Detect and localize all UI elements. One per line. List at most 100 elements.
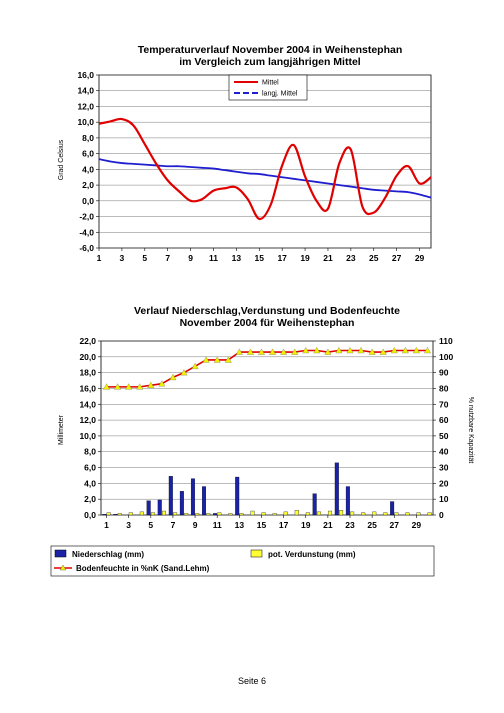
chart2-plot-frame <box>100 340 434 516</box>
marker-bodenfeuchte <box>246 348 254 355</box>
bar-niederschlag <box>235 476 240 516</box>
marker-bodenfeuchte <box>114 383 122 390</box>
bar-verdunstung <box>250 510 255 516</box>
chart2-y-tick-label: 6,0 <box>84 463 96 473</box>
chart2-legend-box <box>50 545 435 577</box>
chart1-x-tick-label: 29 <box>415 253 425 263</box>
chart1-y-tick-label: 12,0 <box>77 101 94 111</box>
bar-verdunstung <box>106 512 111 516</box>
chart1-y-axis-label: Grad Celsius <box>58 139 65 180</box>
chart2-x-tick-label: 27 <box>390 520 400 530</box>
bar-verdunstung <box>372 511 377 516</box>
chart2-y2-tick-label: 20 <box>439 478 449 488</box>
chart1-title: Temperaturverlauf November 2004 in Weihe… <box>138 44 403 56</box>
chart2-x-tick-label: 25 <box>367 520 377 530</box>
chart2-x-tick-label: 17 <box>279 520 289 530</box>
bar-verdunstung <box>361 512 366 516</box>
marker-bodenfeuchte <box>379 348 387 355</box>
chart2-y2-tick-label: 110 <box>439 336 453 346</box>
bar-niederschlag <box>202 486 206 516</box>
marker-bodenfeuchte <box>169 373 177 381</box>
chart1-x-tick-label: 5 <box>142 253 147 263</box>
legend-marker-bodenfeuchte <box>59 564 67 571</box>
marker-bodenfeuchte <box>103 383 110 390</box>
bar-verdunstung <box>427 512 432 516</box>
temperature-chart: Temperaturverlauf November 2004 in Weihe… <box>58 44 432 263</box>
chart1-y-tick-label: -4,0 <box>79 227 94 237</box>
bar-verdunstung <box>405 512 410 516</box>
bar-niederschlag <box>157 499 162 516</box>
bar-verdunstung <box>316 511 321 516</box>
legend-label-mittel: Mittel <box>262 80 279 87</box>
chart2-x-tick-label: 11 <box>213 520 222 530</box>
chart1-x-tick-label: 21 <box>323 253 333 263</box>
bar-niederschlag <box>190 478 195 516</box>
bar-verdunstung <box>339 510 344 516</box>
bar-verdunstung <box>239 513 244 516</box>
chart2-y2-tick-label: 90 <box>439 368 449 378</box>
marker-bodenfeuchte <box>258 348 265 355</box>
bar-verdunstung <box>150 512 155 516</box>
chart1-y-tick-label: 14,0 <box>77 86 94 96</box>
chart2-y-tick-label: 2,0 <box>84 494 96 504</box>
bar-niederschlag <box>113 514 118 516</box>
series-line-langj-mittel <box>98 158 432 199</box>
bar-niederschlag <box>334 462 339 516</box>
marker-bodenfeuchte <box>390 346 398 354</box>
marker-bodenfeuchte <box>125 383 133 390</box>
chart2-y2-tick-label: 100 <box>439 352 453 362</box>
chart2-y2-tick-label: 0 <box>439 510 444 520</box>
chart2-y2-tick-label: 30 <box>439 463 449 473</box>
chart1-x-tick-label: 11 <box>209 253 218 263</box>
chart2-x-tick-label: 3 <box>126 520 131 530</box>
chart2-plot-area: 22,020,018,016,014,012,010,08,06,04,02,0… <box>79 336 453 530</box>
chart1-y-tick-label: -2,0 <box>79 212 94 222</box>
chart1-x-tick-label: 25 <box>369 253 379 263</box>
marker-bodenfeuchte <box>346 346 354 354</box>
chart1-y-tick-label: 4,0 <box>82 164 94 174</box>
bar-verdunstung <box>206 513 211 516</box>
chart2-x-tick-label: 7 <box>171 520 176 530</box>
bar-verdunstung <box>128 512 133 516</box>
chart1-x-tick-label: 3 <box>120 253 125 263</box>
marker-bodenfeuchte <box>191 362 199 370</box>
chart1-y-tick-label: 2,0 <box>82 180 94 190</box>
chart2-x-tick-label: 29 <box>412 520 422 530</box>
marker-bodenfeuchte <box>213 356 221 363</box>
chart1-y-tick-label: 10,0 <box>77 117 94 127</box>
marker-bodenfeuchte <box>424 346 431 354</box>
chart1-x-tick-label: 17 <box>277 253 287 263</box>
chart1-y-tick-label: 0,0 <box>82 196 94 206</box>
bar-verdunstung <box>294 510 299 516</box>
bar-niederschlag <box>168 476 173 516</box>
chart2-legend: Niederschlag (mm) pot. Verdunstung (mm) … <box>50 545 435 577</box>
bar-verdunstung <box>350 511 355 516</box>
chart1-y-tick-label: 6,0 <box>82 149 94 159</box>
chart1-plot-frame <box>98 74 432 249</box>
chart2-y-tick-label: 18,0 <box>79 368 96 378</box>
legend-label-bodenfeuchte: Bodenfeuchte in %nK (Sand.Lehm) <box>76 564 210 573</box>
chart2-x-tick-label: 19 <box>301 520 311 530</box>
legend-label-verdunstung: pot. Verdunstung (mm) <box>268 550 356 559</box>
chart2-y-tick-label: 14,0 <box>79 399 96 409</box>
chart1-x-tick-label: 19 <box>300 253 310 263</box>
marker-bodenfeuchte <box>136 383 144 390</box>
chart2-x-tick-label: 5 <box>148 520 153 530</box>
bar-verdunstung <box>139 511 144 516</box>
bar-verdunstung <box>383 512 388 516</box>
chart2-y2-tick-label: 10 <box>439 494 449 504</box>
chart2-y2-tick-label: 50 <box>439 431 449 441</box>
chart2-y2-tick-label: 70 <box>439 399 449 409</box>
bar-verdunstung <box>283 511 288 516</box>
marker-bodenfeuchte <box>280 348 288 355</box>
chart1-x-tick-label: 27 <box>392 253 402 263</box>
chart2-y-axis-label: Millimeter <box>58 414 65 445</box>
bar-verdunstung <box>173 512 178 516</box>
bar-verdunstung <box>117 513 122 516</box>
chart1-y-tick-label: 8,0 <box>82 133 94 143</box>
bar-niederschlag <box>213 513 218 516</box>
chart1-subtitle: im Vergleich zum langjährigen Mittel <box>179 56 361 68</box>
chart2-subtitle: November 2004 für Weihenstephan <box>180 317 355 329</box>
precipitation-chart: Verlauf Niederschlag,Verdunstung und Bod… <box>50 305 474 577</box>
